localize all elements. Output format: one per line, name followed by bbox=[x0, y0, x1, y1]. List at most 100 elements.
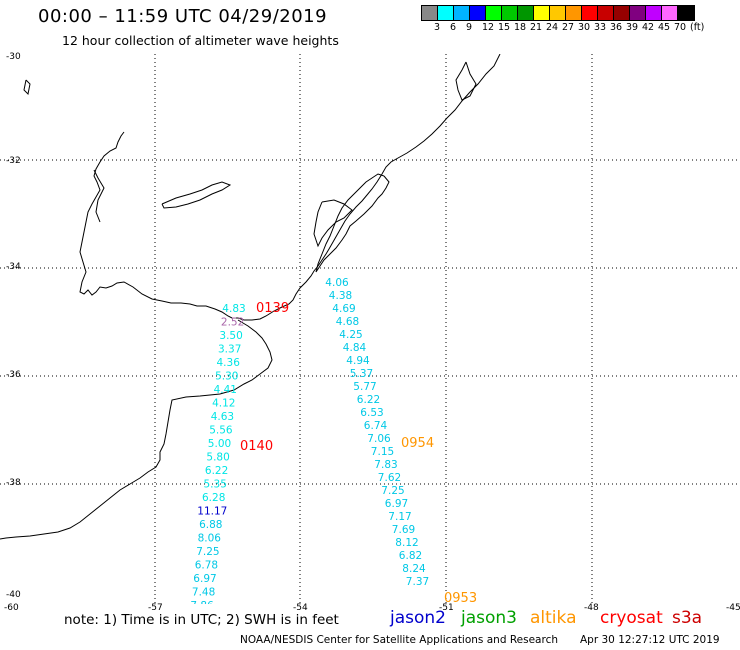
track-value-label: 7.37 bbox=[406, 576, 429, 588]
pass-time-label: 0954 bbox=[401, 436, 434, 451]
colorbar-label: 27 bbox=[562, 22, 575, 33]
colorbar-label: 36 bbox=[610, 22, 623, 33]
lat-label: -36 bbox=[6, 370, 21, 380]
colorbar-swatch bbox=[422, 6, 438, 20]
track-value-label: 4.63 bbox=[211, 411, 234, 423]
track-value-label: 5.80 bbox=[206, 452, 229, 464]
colorbar-label: 24 bbox=[546, 22, 559, 33]
legend-jason3: jason3 bbox=[461, 608, 517, 628]
track-value-label: 7.25 bbox=[381, 485, 404, 497]
track-value-label: 11.17 bbox=[197, 506, 227, 518]
colorbar-label: 42 bbox=[642, 22, 655, 33]
track-value-label: 7.69 bbox=[392, 524, 415, 536]
colorbar-swatch bbox=[438, 6, 454, 20]
track-value-label: 4.12 bbox=[212, 398, 235, 410]
colorbar-label: 70 bbox=[674, 22, 687, 33]
track-value-label: 7.62 bbox=[378, 472, 401, 484]
lat-label: -32 bbox=[6, 156, 21, 166]
track-value-label: 5.35 bbox=[204, 479, 227, 491]
coastline-south bbox=[0, 319, 273, 540]
coastline bbox=[79, 54, 501, 321]
track-value-label: 7.17 bbox=[388, 511, 411, 523]
pass-time-labels: 0139 0140 0954 0953 bbox=[240, 301, 477, 604]
estuary-plata bbox=[93, 169, 105, 223]
legend-s3a: s3a bbox=[672, 608, 703, 628]
colorbar-swatch bbox=[582, 6, 598, 20]
colorbar-swatch bbox=[678, 6, 694, 20]
track-value-label: 2.52 bbox=[221, 317, 244, 329]
track-value-label: 8.24 bbox=[402, 563, 426, 575]
footer-timestamp: Apr 30 12:27:12 UTC 2019 bbox=[580, 634, 720, 646]
track-value-label: 7.06 bbox=[367, 433, 391, 445]
pass-time-label: 0139 bbox=[256, 301, 289, 316]
track-value-label: 8.12 bbox=[395, 537, 418, 549]
track-value-label: 6.88 bbox=[199, 519, 222, 531]
colorbar-swatch bbox=[518, 6, 534, 20]
track-value-label: 4.69 bbox=[332, 303, 355, 315]
page-subtitle: 12 hour collection of altimeter wave hei… bbox=[62, 33, 339, 48]
track-value-label: 6.22 bbox=[357, 394, 380, 406]
colorbar-label: 18 bbox=[514, 22, 527, 33]
colorbar-swatch bbox=[534, 6, 550, 20]
legend-cryosat: cryosat bbox=[600, 608, 663, 628]
colorbar-swatch bbox=[614, 6, 630, 20]
track-value-label: 5.30 bbox=[215, 371, 238, 383]
colorbar-label: 15 bbox=[498, 22, 511, 33]
colorbar-label: 9 bbox=[466, 22, 473, 33]
river-uruguay bbox=[161, 181, 232, 209]
lat-label: -40 bbox=[6, 590, 21, 600]
lagoon-mirim bbox=[313, 199, 353, 248]
track-value-label: 3.37 bbox=[218, 344, 241, 356]
lon-label: -51 bbox=[439, 603, 454, 613]
colorbar-swatch bbox=[454, 6, 470, 20]
track-value-label: 5.56 bbox=[209, 425, 233, 437]
lat-label: -30 bbox=[6, 52, 21, 62]
lagoon-patos bbox=[315, 173, 390, 273]
track-value-label: 4.68 bbox=[336, 316, 359, 328]
colorbar-label: 33 bbox=[594, 22, 607, 33]
colorbar-label: 6 bbox=[450, 22, 457, 33]
colorbar-swatch bbox=[630, 6, 646, 20]
track-value-label: 7.25 bbox=[196, 546, 219, 558]
track-value-label: 6.97 bbox=[385, 498, 408, 510]
colorbar-label: 39 bbox=[626, 22, 639, 33]
track-value-label: 4.83 bbox=[222, 303, 245, 315]
track-east-values: 4.064.384.694.684.254.844.945.375.776.22… bbox=[325, 277, 429, 588]
pass-time-label: 0953 bbox=[444, 591, 477, 604]
colorbar-swatch bbox=[550, 6, 566, 20]
legend-altika: altika bbox=[530, 608, 577, 628]
lon-label: -48 bbox=[584, 603, 599, 613]
lat-label: -38 bbox=[6, 478, 21, 488]
track-value-label: 4.38 bbox=[329, 290, 352, 302]
track-value-label: 8.06 bbox=[198, 533, 222, 545]
track-value-label: 6.97 bbox=[193, 573, 216, 585]
inlet-coast bbox=[455, 61, 477, 101]
island-small bbox=[23, 79, 31, 96]
colorbar-swatch bbox=[566, 6, 582, 20]
track-value-label: 7.83 bbox=[374, 459, 397, 471]
track-value-label: 6.74 bbox=[364, 420, 388, 432]
track-value-label: 6.28 bbox=[202, 492, 225, 504]
colorbar-label: 12 bbox=[482, 22, 495, 33]
track-value-label: 4.36 bbox=[217, 357, 241, 369]
track-value-label: 4.41 bbox=[214, 384, 237, 396]
colorbar-swatch bbox=[662, 6, 678, 20]
track-west-values: 4.83 2.523.50 3.374.36 5.304.41 4.124.63 5.56… bbox=[190, 303, 245, 604]
colorbar-label: (ft) bbox=[690, 22, 705, 33]
track-value-label: 7.15 bbox=[371, 446, 394, 458]
colorbar-swatch bbox=[598, 6, 614, 20]
track-value-label: 5.77 bbox=[353, 381, 376, 393]
track-value-label: 3.50 bbox=[219, 330, 242, 342]
lon-label: -45 bbox=[726, 603, 740, 613]
track-value-label: 4.84 bbox=[343, 342, 367, 354]
colorbar-label: 30 bbox=[578, 22, 591, 33]
lat-label: -34 bbox=[6, 262, 21, 272]
colorbar-swatch bbox=[470, 6, 486, 20]
track-value-label: 4.25 bbox=[339, 329, 362, 341]
colorbar-label: 45 bbox=[658, 22, 671, 33]
map-frame: 4.83 2.523.50 3.374.36 5.304.41 4.124.63 5.56… bbox=[0, 54, 740, 604]
colorbar-swatch bbox=[646, 6, 662, 20]
track-value-label: 7.48 bbox=[192, 587, 215, 599]
colorbar-swatch bbox=[502, 6, 518, 20]
legend-jason2: jason2 bbox=[390, 608, 446, 628]
